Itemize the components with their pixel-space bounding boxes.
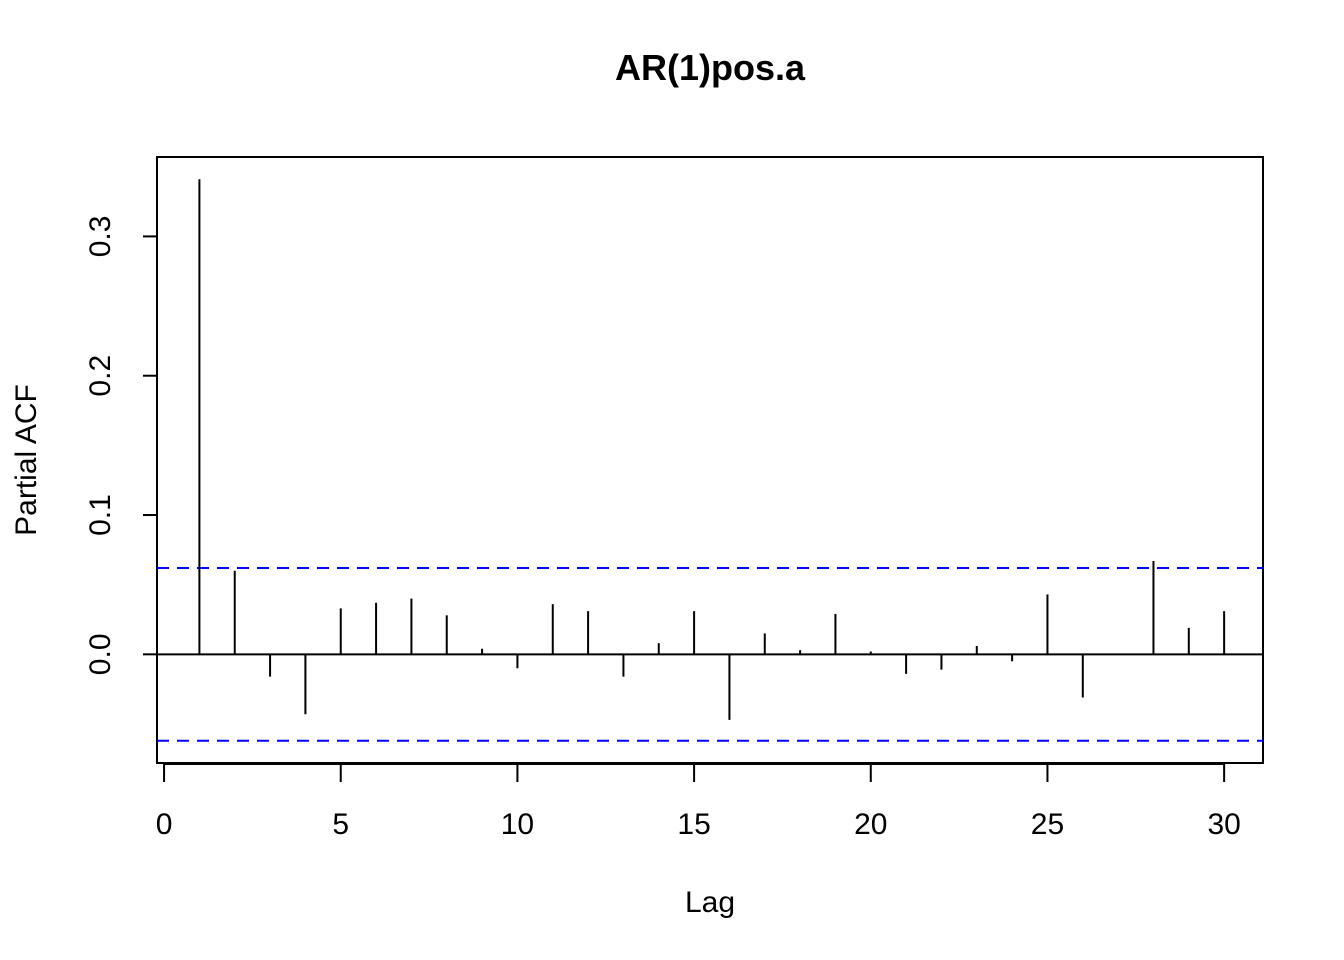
y-tick-label: 0.3	[84, 216, 117, 258]
x-tick-label: 5	[332, 808, 349, 841]
plot-frame	[156, 156, 1264, 764]
y-axis-label: Partial ACF	[10, 384, 43, 536]
x-tick-label: 15	[677, 808, 710, 841]
pacf-bars	[198, 179, 1226, 720]
y-tick-label: 0.0	[84, 633, 117, 675]
x-tick-label: 0	[156, 808, 173, 841]
x-axis: 0 5 10 15 20 25 30	[156, 763, 1241, 841]
x-tick-label: 20	[854, 808, 887, 841]
x-tick-label: 25	[1031, 808, 1064, 841]
y-axis: 0.0 0.1 0.2 0.3	[84, 216, 158, 675]
y-tick-label: 0.2	[84, 355, 117, 397]
x-tick-label: 30	[1207, 808, 1240, 841]
x-tick-label: 10	[501, 808, 534, 841]
y-tick-label: 0.1	[84, 494, 117, 536]
x-axis-label: Lag	[685, 886, 735, 919]
chart-title: AR(1)pos.a	[615, 47, 806, 88]
